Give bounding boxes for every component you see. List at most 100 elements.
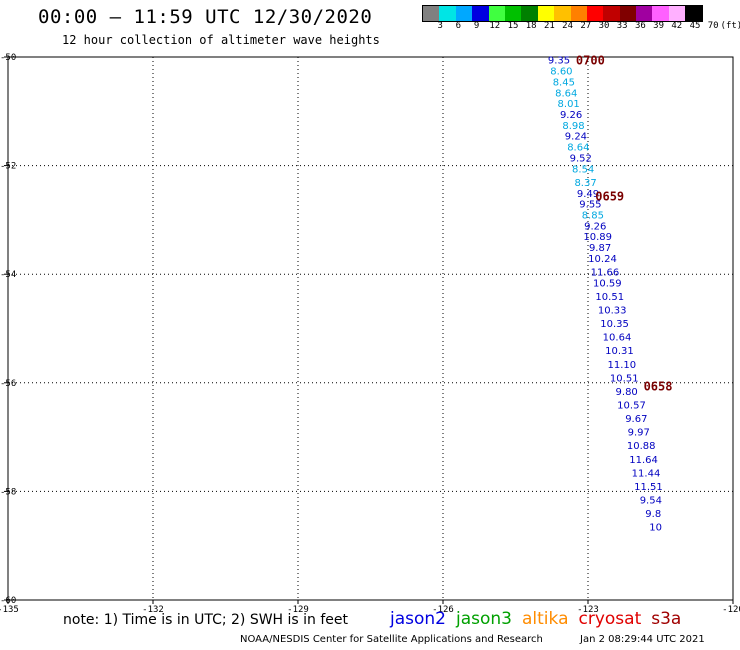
legend-label: 33 bbox=[616, 21, 628, 31]
legend-swatch bbox=[537, 6, 555, 21]
lon-tick-label: -120 bbox=[722, 605, 740, 615]
wave-height-value: 9.52 bbox=[570, 153, 592, 164]
legend-label: 30 bbox=[598, 21, 610, 31]
wave-height-value: 9.24 bbox=[565, 132, 587, 143]
lon-tick-label: -123 bbox=[577, 605, 599, 615]
wave-height-value: 10.33 bbox=[598, 305, 627, 316]
pass-time-label: 0700 bbox=[576, 54, 605, 68]
legend-label: 42 bbox=[671, 21, 683, 31]
wave-height-value: 10.51 bbox=[595, 292, 624, 303]
legend-label: 70 bbox=[707, 21, 719, 31]
wave-height-value: 9.97 bbox=[628, 428, 650, 439]
legend-label: 39 bbox=[653, 21, 665, 31]
wave-height-value: 8.98 bbox=[562, 121, 584, 132]
lon-tick-label: -129 bbox=[287, 605, 309, 615]
lon-tick-label: -132 bbox=[142, 605, 164, 615]
map-axes: -135 -132 -129 -126 -123 -120 -50 -52 -54 -56 -58 -… bbox=[0, 53, 740, 615]
page-subtitle: 12 hour collection of altimeter wave hei… bbox=[62, 33, 380, 47]
wave-height-value: 10.59 bbox=[593, 278, 622, 289]
wave-height-value: 11.66 bbox=[591, 267, 620, 278]
color-legend bbox=[422, 5, 703, 22]
wave-height-value: 10.35 bbox=[600, 319, 629, 330]
wave-height-value: 9.26 bbox=[584, 221, 606, 232]
lat-tick-label: -60 bbox=[0, 596, 16, 606]
wave-height-value: 10 bbox=[649, 523, 662, 534]
satellite-cryosat: cryosat bbox=[578, 609, 642, 629]
legend-label: 21 bbox=[543, 21, 555, 31]
lat-tick-label: -52 bbox=[0, 162, 16, 172]
wave-height-value: 8.54 bbox=[572, 164, 594, 175]
wave-height-value: 8.64 bbox=[555, 88, 577, 99]
pass-time-label: 0658 bbox=[644, 380, 673, 394]
credit-text: NOAA/NESDIS Center for Satellite Applica… bbox=[240, 634, 543, 645]
legend-swatch bbox=[652, 6, 669, 21]
wave-height-value: 10.89 bbox=[583, 232, 612, 243]
legend-label: 45 bbox=[689, 21, 701, 31]
legend-swatch bbox=[504, 6, 522, 21]
legend-swatch bbox=[455, 6, 473, 21]
note-text: note: 1) Time is in UTC; 2) SWH is in fe… bbox=[63, 612, 349, 628]
wave-height-value: 9.8 bbox=[645, 509, 661, 520]
wave-height-value: 10.57 bbox=[617, 401, 646, 412]
legend-swatch bbox=[619, 6, 637, 21]
map-frame bbox=[7, 56, 734, 601]
legend-label: 9 bbox=[473, 21, 480, 31]
page-title: 00:00 – 11:59 UTC 12/30/2020 bbox=[38, 6, 373, 28]
legend-label: 12 bbox=[489, 21, 501, 31]
wave-height-value: 10.64 bbox=[603, 333, 632, 344]
generated-timestamp: Jan 2 08:29:44 UTC 2021 bbox=[580, 634, 705, 645]
legend-label: 15 bbox=[507, 21, 519, 31]
wave-height-value: 9.26 bbox=[560, 110, 582, 121]
wave-height-value: 9.87 bbox=[589, 243, 611, 254]
wave-height-value: 11.10 bbox=[608, 360, 637, 371]
wave-height-value: 8.64 bbox=[567, 143, 589, 154]
wave-height-value: 8.37 bbox=[574, 178, 596, 189]
wave-height-value: 10.24 bbox=[588, 254, 617, 265]
legend-swatch bbox=[570, 6, 587, 21]
lat-tick-label: -56 bbox=[0, 379, 16, 389]
wave-height-value: 10.51 bbox=[610, 373, 639, 384]
wave-height-value: 9.54 bbox=[640, 496, 662, 507]
legend-label: 3 bbox=[437, 21, 443, 31]
wave-height-value: 9.80 bbox=[616, 387, 638, 398]
legend-swatch bbox=[603, 6, 620, 21]
wave-height-value: 9.55 bbox=[579, 200, 601, 211]
legend-label: 18 bbox=[525, 21, 537, 31]
legend-label: 27 bbox=[580, 21, 592, 31]
legend-swatch bbox=[586, 6, 604, 21]
satellite-s3a: s3a bbox=[651, 609, 682, 629]
wave-height-points: 9.358.608.458.648.019.268.989.248.649.52… bbox=[548, 56, 663, 534]
wave-height-value: 11.44 bbox=[632, 468, 661, 479]
lon-tick-label: -126 bbox=[432, 605, 454, 615]
wave-height-value: 9.67 bbox=[625, 414, 647, 425]
wave-height-value: 8.85 bbox=[582, 210, 604, 221]
satellite-legend: jason2 jason3 altika cryosat s3a bbox=[390, 609, 691, 629]
wave-height-value: 8.60 bbox=[550, 67, 572, 78]
wave-height-value: 10.31 bbox=[605, 346, 634, 357]
legend-swatch bbox=[668, 6, 686, 21]
satellite-altika: altika bbox=[522, 609, 569, 629]
legend-swatch bbox=[554, 6, 571, 21]
legend-swatch bbox=[488, 6, 505, 21]
legend-label: 6 bbox=[455, 21, 462, 31]
legend-swatch bbox=[439, 6, 456, 21]
wave-height-value: 9.35 bbox=[548, 56, 570, 67]
legend-swatch bbox=[636, 6, 653, 21]
legend-swatch bbox=[685, 6, 702, 21]
satellite-jason2: jason2 bbox=[390, 609, 446, 629]
wave-height-value: 10.88 bbox=[627, 441, 656, 452]
legend-swatch bbox=[521, 6, 538, 21]
pass-time-label: 0659 bbox=[595, 189, 624, 203]
legend-label: 24 bbox=[562, 21, 574, 31]
lon-tick-label: -135 bbox=[0, 605, 19, 615]
legend-label: (ft) bbox=[720, 21, 740, 31]
wave-height-value: 8.45 bbox=[553, 77, 575, 88]
wave-height-value: 11.51 bbox=[634, 482, 663, 493]
legend-label: 36 bbox=[634, 21, 646, 31]
lat-tick-label: -54 bbox=[0, 270, 16, 280]
lat-tick-label: -58 bbox=[0, 487, 16, 497]
legend-swatch bbox=[472, 6, 489, 21]
satellite-jason3: jason3 bbox=[456, 609, 512, 629]
